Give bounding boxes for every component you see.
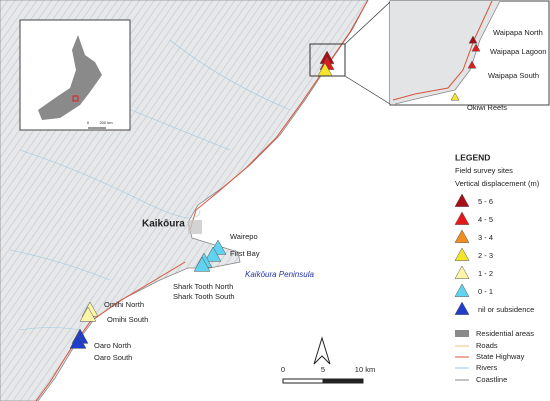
site-marker	[193, 256, 211, 272]
site-label: Waipapa Lagoon	[490, 47, 546, 56]
scale-bar	[322, 378, 364, 384]
legend-subtitle: Field survey sites	[455, 166, 513, 175]
legend-symbol	[454, 193, 470, 207]
site-marker	[317, 62, 333, 76]
legend-heading: Vertical displacement (m)	[455, 179, 540, 188]
site-marker	[69, 333, 87, 349]
site-marker	[468, 35, 478, 44]
legend-label: 3 - 4	[478, 233, 493, 242]
peninsula-label: Kaikōura Peninsula	[245, 270, 314, 279]
scale-label: 0	[281, 365, 285, 374]
nz-outline	[38, 35, 102, 120]
legend-swatch	[455, 330, 469, 337]
site-marker	[471, 43, 481, 52]
site-label: First Bay	[230, 249, 260, 258]
site-marker	[467, 60, 477, 69]
inset-scale-label: 0	[87, 120, 90, 125]
legend-symbol	[454, 301, 470, 315]
legend-layer: Residential areas	[476, 329, 534, 338]
legend-symbol	[454, 211, 470, 225]
legend-label: 4 - 5	[478, 215, 493, 224]
site-label: Okiwi Reefs	[467, 103, 507, 112]
legend-symbol	[454, 229, 470, 243]
zoom-line	[344, 1, 391, 45]
town-label: Kaikōura	[142, 219, 185, 230]
legend-label: 1 - 2	[478, 269, 493, 278]
state-highway	[35, 0, 369, 401]
site-label: Wairepo	[230, 232, 258, 241]
legend-layer: Coastline	[476, 375, 507, 384]
site-label: Shark Tooth North	[173, 282, 233, 291]
site-label: Waipapa North	[493, 28, 543, 37]
detail-highway	[392, 0, 493, 101]
site-label: Omihi North	[104, 300, 144, 309]
scale-label: 5	[321, 365, 325, 374]
site-label: Oaro North	[94, 341, 131, 350]
site-label: Shark Tooth South	[173, 292, 235, 301]
zoom-box	[309, 43, 346, 77]
scale-bar	[282, 378, 324, 384]
north-arrow	[313, 336, 331, 365]
legend-symbol	[454, 265, 470, 279]
legend-label: nil or subsidence	[478, 305, 534, 314]
inset-scale-label: 200 km	[99, 120, 113, 125]
legend-label: 0 - 1	[478, 287, 493, 296]
zoom-line	[344, 75, 391, 105]
legend-layer: State Highway	[476, 352, 525, 361]
legend-label: 2 - 3	[478, 251, 493, 260]
site-label: Omihi South	[107, 315, 148, 324]
site-marker	[79, 306, 97, 322]
site-marker	[450, 92, 460, 101]
legend-symbol	[454, 247, 470, 261]
detail-land	[390, 1, 500, 104]
legend-layer: Roads	[476, 341, 498, 350]
scale-label: 10 km	[355, 365, 375, 374]
legend-layer: Rivers	[476, 363, 498, 372]
legend-label: 5 - 6	[478, 197, 493, 206]
site-label: Oaro South	[94, 353, 132, 362]
detail-coast	[394, 0, 501, 105]
inset-locator	[72, 95, 79, 102]
site-marker	[204, 246, 222, 262]
legend-symbol	[454, 283, 470, 297]
residential-area	[188, 220, 202, 234]
legend-title: LEGEND	[455, 152, 490, 162]
site-label: Waipapa South	[488, 71, 539, 80]
